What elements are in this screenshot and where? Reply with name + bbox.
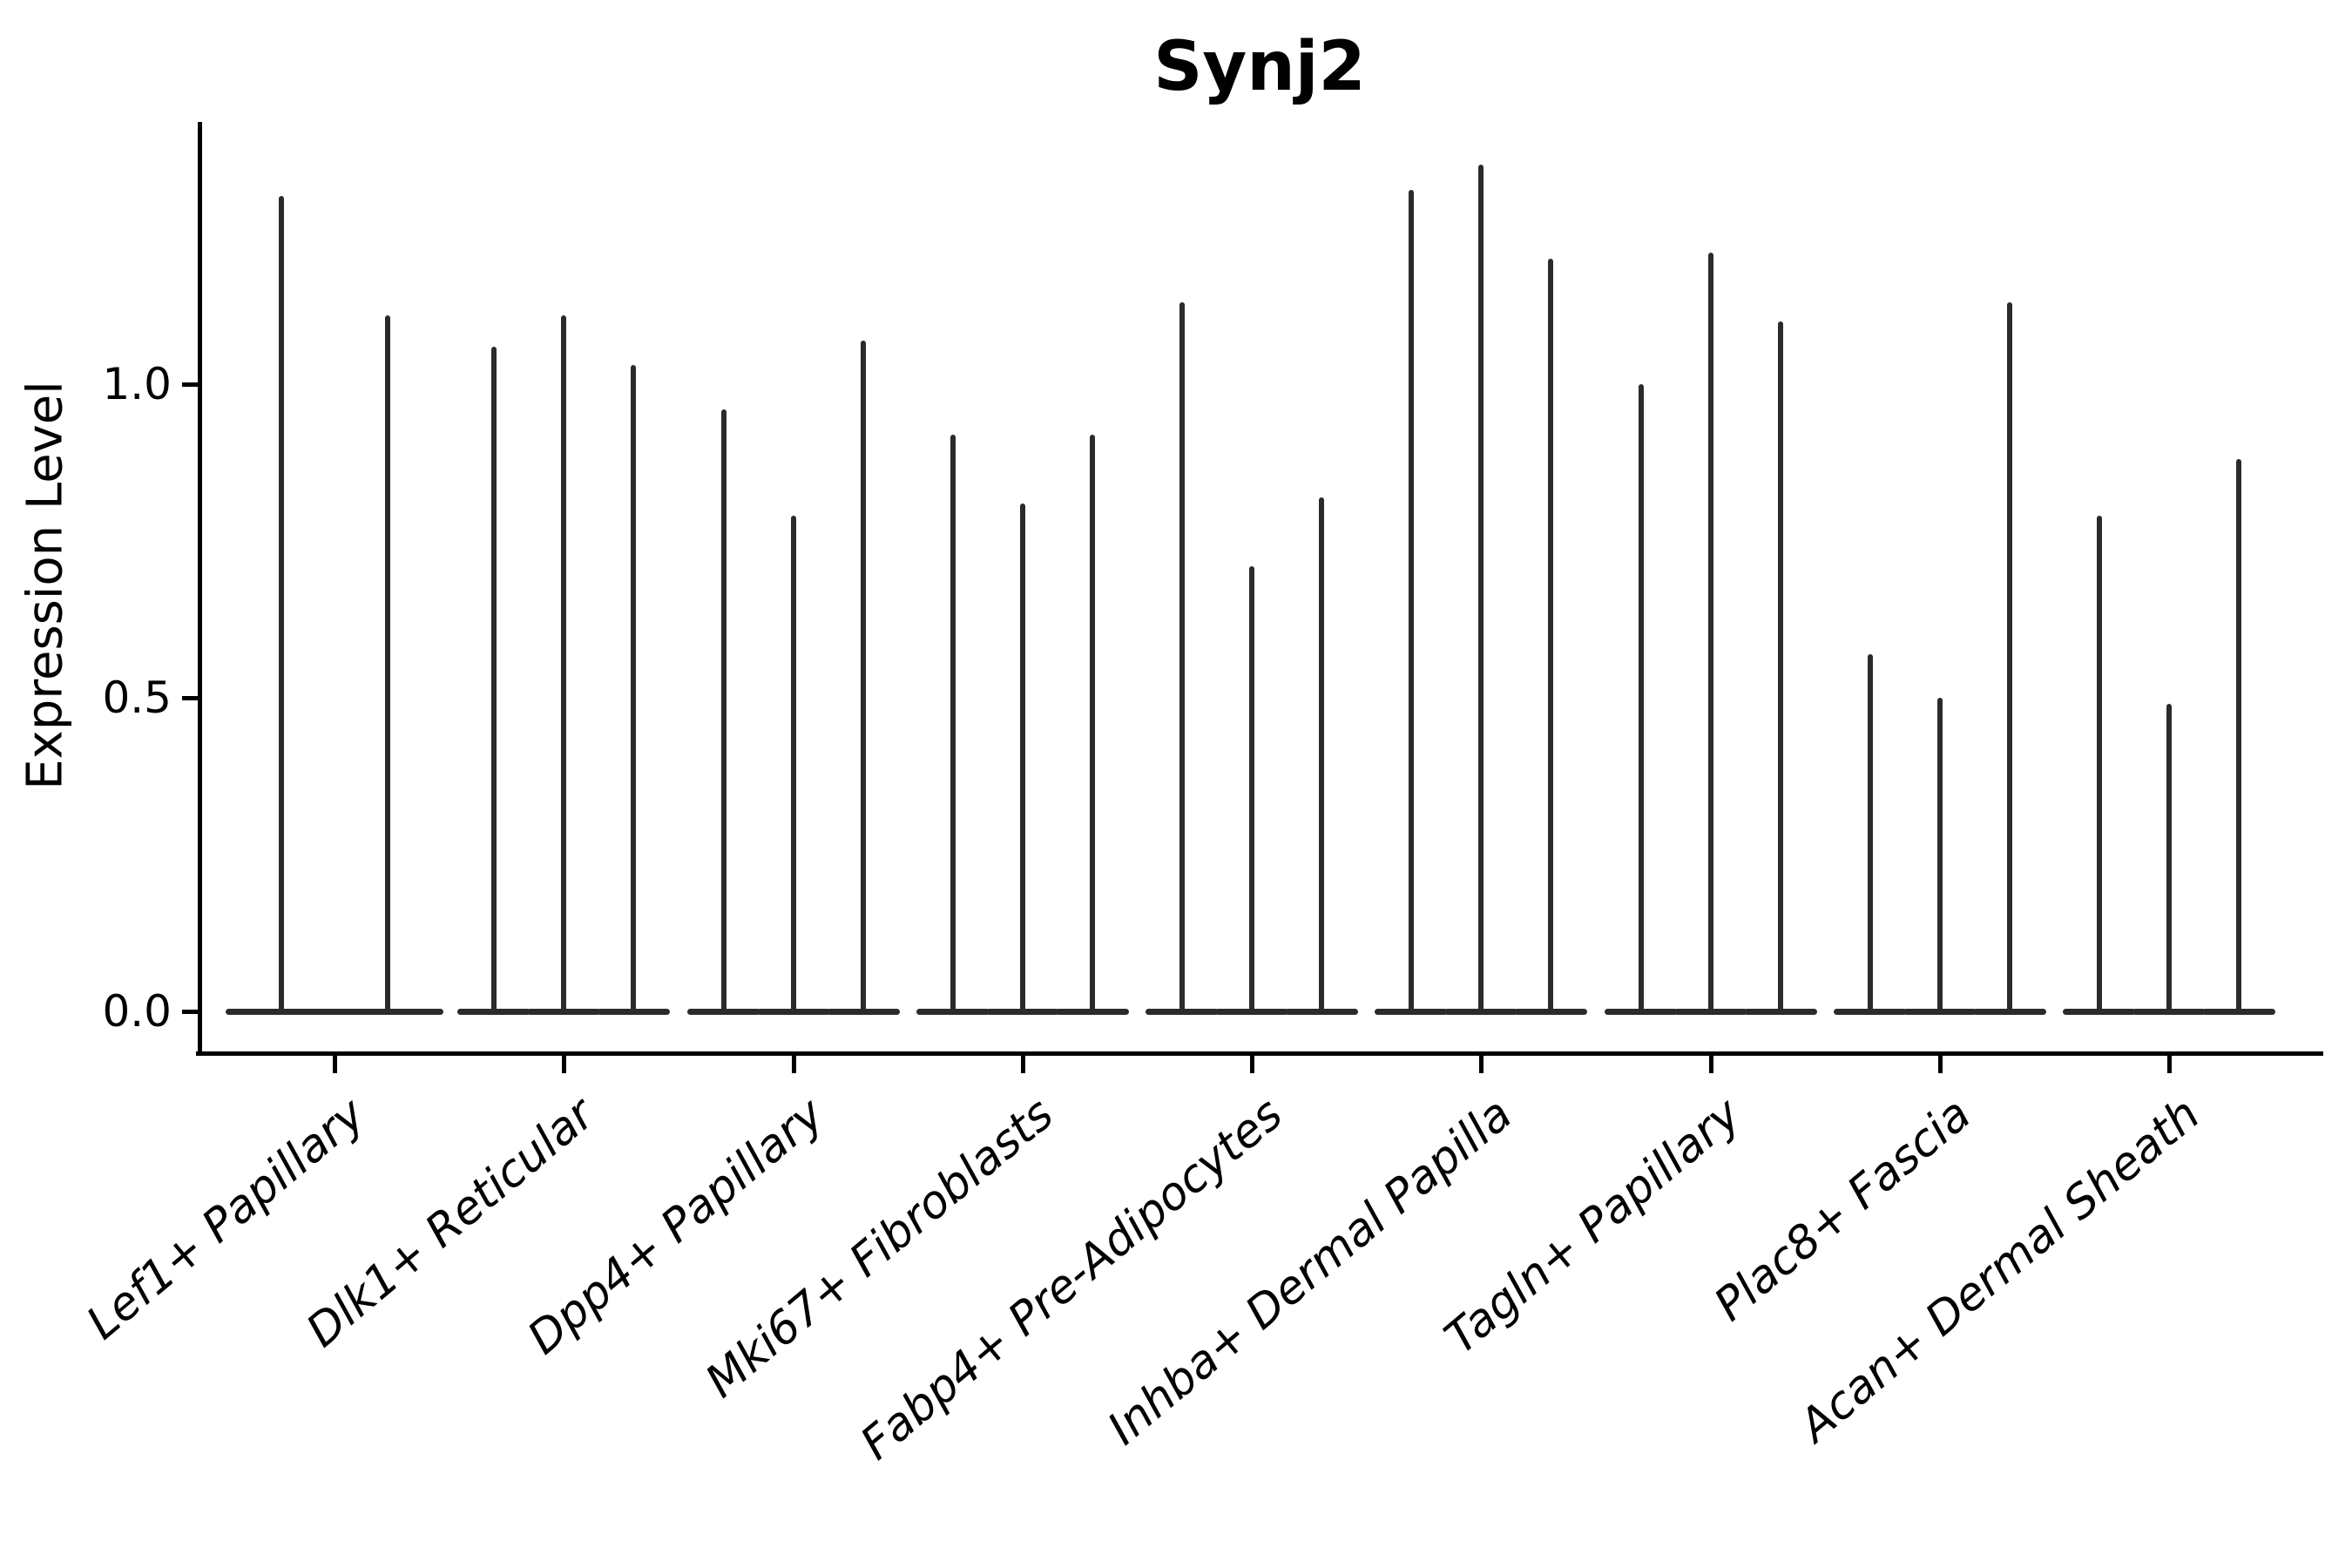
violin-base	[332, 1009, 443, 1015]
violin-base	[457, 1009, 531, 1015]
x-tick-label: Inhba+ Dermal Papilla	[1098, 1088, 1522, 1456]
violin-spike	[790, 516, 796, 1014]
x-tick-mark	[791, 1056, 796, 1073]
y-axis-label: Expression Level	[17, 381, 74, 790]
violin-spike	[561, 314, 567, 1014]
violin-base	[826, 1009, 900, 1015]
x-tick-mark	[1708, 1056, 1713, 1073]
chart-title: Synj2	[1153, 28, 1366, 106]
x-tick-mark	[333, 1056, 337, 1073]
violin-base	[2132, 1009, 2206, 1015]
violin-spike	[1707, 252, 1713, 1014]
violin-base	[1285, 1009, 1358, 1015]
violin-spike	[2006, 302, 2012, 1014]
violin-spike	[950, 434, 956, 1014]
x-tick-mark	[562, 1056, 567, 1073]
violin-base	[1375, 1009, 1449, 1015]
violin-spike	[1936, 698, 1943, 1014]
violin-spike	[385, 314, 390, 1014]
violin-base	[686, 1009, 760, 1015]
x-tick-mark	[1479, 1056, 1484, 1073]
violin-spike	[1249, 565, 1254, 1014]
x-tick-mark	[1937, 1056, 1943, 1073]
violin-spike	[1089, 434, 1095, 1014]
x-tick-mark	[2167, 1056, 2172, 1073]
y-tick-mark	[182, 696, 198, 700]
violin-base	[1673, 1009, 1747, 1015]
y-axis-spine	[198, 122, 202, 1056]
y-tick-mark	[182, 382, 198, 387]
violin-base	[1146, 1009, 1219, 1015]
violin-spike	[1319, 497, 1324, 1014]
violin-base	[1743, 1009, 1817, 1015]
violin-base	[916, 1009, 990, 1015]
violin-base	[1514, 1009, 1588, 1015]
violin-base	[1604, 1009, 1678, 1015]
violin-spike	[1409, 189, 1415, 1014]
violin-spike	[2097, 516, 2102, 1014]
violin-base	[1055, 1009, 1129, 1015]
x-axis-spine	[196, 1051, 2323, 1056]
violin-spike	[860, 340, 866, 1014]
violin-base	[1833, 1009, 1907, 1015]
y-tick-mark	[182, 1010, 198, 1014]
violin-spike	[1179, 302, 1185, 1014]
violin-base	[756, 1009, 830, 1015]
y-tick-label: 0.0	[102, 986, 172, 1037]
violin-base	[2063, 1009, 2136, 1015]
violin-base	[1444, 1009, 1518, 1015]
x-tick-label: Fabp4+ Pre-Adipocytes	[850, 1088, 1293, 1470]
violin-base	[2202, 1009, 2275, 1015]
y-tick-label: 1.0	[102, 359, 172, 409]
violin-spike	[1777, 321, 1783, 1014]
violin-base	[527, 1009, 601, 1015]
violin-base	[985, 1009, 1059, 1015]
violin-spike	[631, 365, 637, 1014]
x-tick-label: Acan+ Dermal Sheath	[1789, 1088, 2210, 1453]
violin-spike	[720, 409, 727, 1014]
violin-spike	[2166, 704, 2172, 1014]
x-tick-mark	[1020, 1056, 1025, 1073]
x-tick-mark	[1250, 1056, 1254, 1073]
violin-spike	[279, 196, 284, 1014]
violin-spike	[1478, 165, 1484, 1014]
violin-spike	[1638, 384, 1644, 1014]
y-tick-label: 0.5	[102, 672, 172, 723]
violin-base	[1215, 1009, 1288, 1015]
violin-base	[597, 1009, 671, 1015]
violin-base	[1903, 1009, 1977, 1015]
violin-spike	[1867, 653, 1873, 1014]
violin-spike	[1019, 503, 1025, 1014]
violin-spike	[491, 346, 497, 1014]
violin-base	[226, 1009, 337, 1015]
violin-spike	[1548, 259, 1554, 1014]
violin-spike	[2236, 459, 2241, 1014]
violin-base	[1972, 1009, 2046, 1015]
